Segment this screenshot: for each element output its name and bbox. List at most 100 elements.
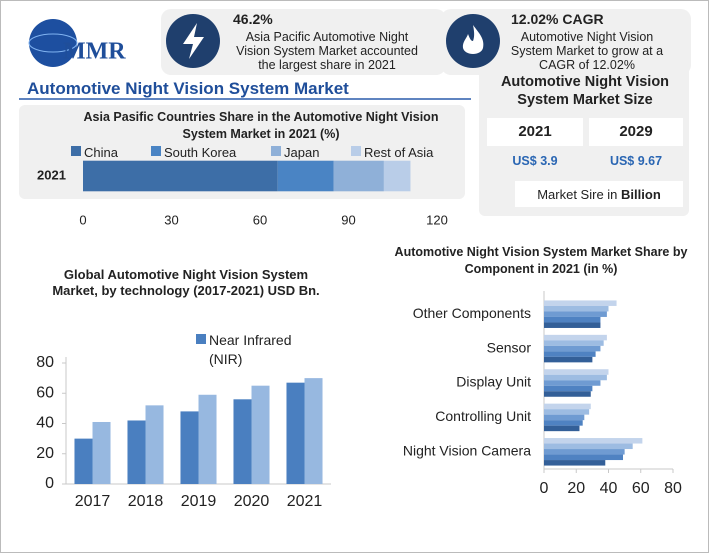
- x-tick-label: 0: [540, 480, 549, 497]
- chart-title: Global Automotive Night Vision System Ma…: [52, 267, 320, 298]
- bar: [544, 356, 593, 363]
- stat-value: 46.2%: [233, 11, 273, 27]
- logo-text: MMR: [63, 39, 126, 65]
- bar: [544, 300, 617, 306]
- flame-icon: [462, 25, 484, 54]
- bar: [544, 403, 591, 410]
- bar: [544, 351, 596, 357]
- x-tick-label: 60: [632, 480, 650, 497]
- legend-swatch: [71, 146, 81, 156]
- bar: [251, 385, 270, 484]
- bar: [544, 385, 593, 392]
- bar: [92, 421, 111, 484]
- bar: [198, 394, 217, 484]
- legend-label: China: [84, 145, 118, 160]
- market-size-title: Automotive Night Vision System Market Si…: [500, 74, 670, 108]
- category-label: 2021: [287, 493, 323, 510]
- logo-globe: [29, 19, 77, 67]
- bar: [383, 160, 411, 192]
- bar: [286, 382, 305, 484]
- year-box: [589, 118, 683, 146]
- x-tick-label: 30: [164, 212, 178, 227]
- bar: [180, 411, 199, 484]
- market-value: US$ 9.67: [609, 154, 663, 168]
- legend-swatch: [196, 334, 206, 344]
- category-label: Controlling Unit: [435, 408, 531, 424]
- stat-value: 12.02% CAGR: [511, 11, 604, 27]
- bar: [304, 378, 323, 484]
- chart-title: Automotive Night Vision System Market Sh…: [394, 245, 688, 276]
- category-label: 2018: [128, 493, 164, 510]
- bar: [544, 374, 607, 381]
- bar: [233, 399, 252, 484]
- lightning-icon: [183, 23, 204, 59]
- x-tick-label: 80: [664, 480, 682, 497]
- category-label: 2017: [75, 493, 111, 510]
- stat-card: [441, 9, 691, 75]
- bar: [544, 316, 601, 323]
- bar: [544, 420, 583, 426]
- category-label: Sensor: [487, 339, 532, 355]
- logo-ring: [28, 33, 78, 53]
- y-tick-label: 40: [36, 415, 54, 432]
- legend-swatch: [151, 146, 161, 156]
- y-tick-label: 80: [36, 354, 54, 371]
- bar: [544, 322, 601, 328]
- bar: [544, 369, 609, 375]
- legend-label: Near Infrared (NIR): [209, 332, 292, 367]
- market-size-panel: [479, 66, 689, 216]
- x-tick-label: 60: [253, 212, 267, 227]
- bar: [544, 414, 585, 421]
- note: Market Sire in Billion: [515, 187, 683, 202]
- bar: [544, 311, 607, 317]
- x-tick-label: 0: [79, 212, 86, 227]
- legend-label: Japan: [284, 145, 320, 160]
- bar: [544, 449, 625, 455]
- bar: [544, 305, 609, 312]
- note-unit: Billion: [621, 187, 661, 202]
- bar: [544, 380, 601, 386]
- page-title: Automotive Night Vision System Market: [27, 79, 349, 98]
- legend-swatch: [271, 146, 281, 156]
- bar: [145, 405, 164, 484]
- note-text: Market Sire in: [537, 187, 618, 202]
- chart-title: Asia Pasific Countries Share in the Auto…: [83, 110, 439, 141]
- year: 2029: [619, 123, 653, 140]
- x-tick-label: 120: [426, 212, 448, 227]
- bar: [544, 340, 604, 346]
- stat-text: Asia Pacific Automotive Night Vision Sys…: [236, 30, 418, 72]
- bar: [544, 460, 606, 466]
- bar: [544, 345, 601, 352]
- category-label: Display Unit: [456, 374, 531, 390]
- y-tick-label: 0: [45, 475, 54, 492]
- bar: [127, 420, 146, 484]
- bar: [333, 160, 384, 192]
- category-label: 2019: [181, 493, 217, 510]
- bar: [277, 160, 334, 192]
- bar: [544, 438, 643, 444]
- legend-swatch: [351, 146, 361, 156]
- x-tick-label: 40: [600, 480, 618, 497]
- bar: [544, 454, 624, 461]
- y-tick-label: 20: [36, 445, 54, 462]
- note-box: [515, 181, 683, 207]
- market-value: US$ 3.9: [512, 154, 558, 168]
- bar: [544, 409, 590, 415]
- bar: [544, 391, 591, 397]
- bar: [544, 334, 607, 341]
- category-label: 2021: [37, 167, 66, 182]
- bar: [544, 425, 580, 432]
- x-tick-label: 20: [567, 480, 585, 497]
- stat-text: Automotive Night Vision System Market to…: [510, 30, 664, 72]
- bar: [74, 438, 93, 484]
- x-tick-label: 90: [341, 212, 355, 227]
- legend-label: Rest of Asia: [364, 145, 434, 160]
- y-tick-label: 60: [36, 384, 54, 401]
- year: 2021: [518, 123, 552, 140]
- category-label: Night Vision Camera: [403, 443, 531, 459]
- stat-card: [161, 9, 446, 75]
- category-label: 2020: [234, 493, 270, 510]
- category-label: Other Components: [413, 305, 531, 321]
- legend-label: South Korea: [164, 145, 237, 160]
